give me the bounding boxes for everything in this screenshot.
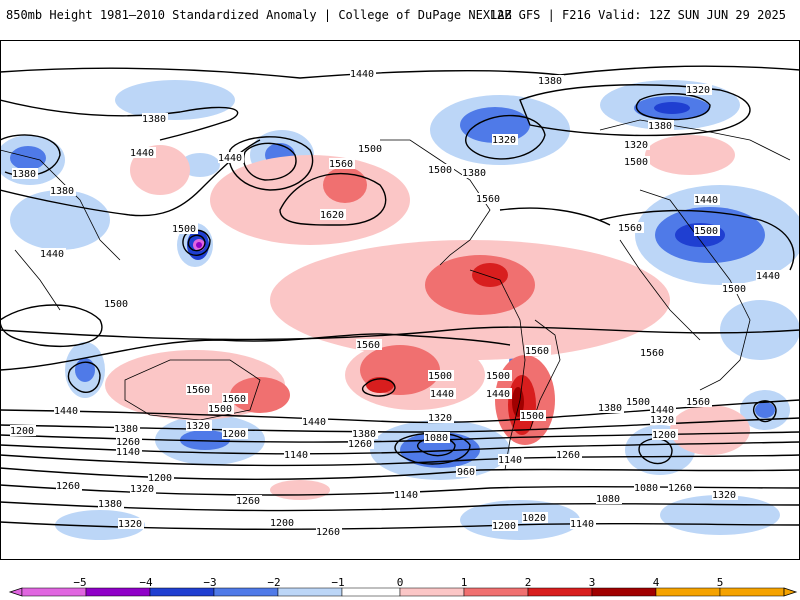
contour-label: 1440 — [54, 406, 78, 417]
colorbar-tick: −5 — [73, 576, 87, 589]
contour-label: 1320 — [712, 490, 736, 501]
contour-label: 1560 — [222, 394, 246, 405]
contour-label: 1200 — [222, 429, 246, 440]
contour-label: 1140 — [116, 447, 140, 458]
contour-label: 1620 — [320, 210, 344, 221]
contour-label: 1440 — [430, 389, 454, 400]
contour-label: 1380 — [114, 424, 138, 435]
contour-label: 1260 — [56, 481, 80, 492]
coastlines — [0, 119, 791, 471]
contour-label: 1320 — [650, 415, 674, 426]
contour-label: 1320 — [492, 135, 516, 146]
contour-label: 1440 — [486, 389, 510, 400]
contour-label: 1500 — [486, 371, 510, 382]
contour-label: 1200 — [652, 430, 676, 441]
colorbar-tick: −2 — [267, 576, 281, 589]
contour-label: 1200 — [270, 518, 294, 529]
contour-label: 1260 — [668, 483, 692, 494]
contour-label: 1440 — [756, 271, 780, 282]
header: 850mb Height 1981–2010 Standardized Anom… — [0, 0, 800, 30]
map-canvas: 1440 1380 1320 1380 1440 1380 1380 1440 … — [0, 40, 800, 560]
contour-label: 1500 — [624, 157, 648, 168]
contour-label: 1260 — [556, 450, 580, 461]
contour-label: 1200 — [10, 426, 34, 437]
contour-label: 1500 — [104, 299, 128, 310]
contour-label: 1260 — [116, 437, 140, 448]
contour-label: 1080 — [634, 483, 658, 494]
contour-label: 1380 — [648, 121, 672, 132]
contour-label: 1320 — [624, 140, 648, 151]
contour-label: 1500 — [208, 404, 232, 415]
contour-label: 1140 — [498, 455, 522, 466]
contour-label: 1140 — [284, 450, 308, 461]
contour-label: 1380 — [598, 403, 622, 414]
contour-label: 1380 — [352, 429, 376, 440]
contour-label: 1440 — [302, 417, 326, 428]
contour-label: 1440 — [218, 153, 242, 164]
anomaly-map: 1440 1380 1320 1380 1440 1380 1380 1440 … — [0, 40, 800, 560]
colorbar-tick: 2 — [524, 576, 532, 589]
model-valid-time: 12Z GFS | F216 Valid: 12Z SUN JUN 29 202… — [489, 8, 786, 22]
contour-label: 1500 — [172, 224, 196, 235]
colorbar-tick: 1 — [460, 576, 468, 589]
contour-label: 1440 — [650, 405, 674, 416]
contour-label: 1200 — [492, 521, 516, 532]
contour-label: 1380 — [12, 169, 36, 180]
contour-label: 1080 — [424, 433, 448, 444]
contour-label: 1440 — [130, 148, 154, 159]
colorbar-tick: 3 — [588, 576, 596, 589]
contour-label: 1560 — [329, 159, 353, 170]
contour-label: 1500 — [520, 411, 544, 422]
colorbar-tick: −1 — [331, 576, 345, 589]
contour-label: 1440 — [694, 195, 718, 206]
contour-label: 1260 — [316, 527, 340, 538]
contour-label: 1560 — [186, 385, 210, 396]
contour-label: 1560 — [686, 397, 710, 408]
contour-labels: 1440 1380 1320 1380 1440 1380 1380 1440 … — [10, 68, 782, 538]
contour-label: 1500 — [428, 165, 452, 176]
contour-label: 1380 — [462, 168, 486, 179]
contour-label: 1500 — [694, 226, 718, 237]
contour-label: 1080 — [596, 494, 620, 505]
contour-label: 1560 — [476, 194, 500, 205]
contour-label: 1260 — [236, 496, 260, 507]
colorbar-tick: −3 — [203, 576, 217, 589]
contour-label: 1140 — [394, 490, 418, 501]
contour-label: 1320 — [130, 484, 154, 495]
colorbar-tick: 4 — [652, 576, 660, 589]
contour-label: 1320 — [686, 85, 710, 96]
contour-label: 1200 — [148, 473, 172, 484]
colorbar-scale — [8, 587, 798, 597]
contour-label: 1380 — [142, 114, 166, 125]
contour-label: 1560 — [618, 223, 642, 234]
contour-label: 1560 — [525, 346, 549, 357]
contour-label: 1320 — [186, 421, 210, 432]
colorbar-tick: 5 — [716, 576, 724, 589]
colorbar-tick: 0 — [396, 576, 404, 589]
contour-label: 1020 — [522, 513, 546, 524]
contour-label: 960 — [457, 467, 475, 478]
contour-label: 1380 — [50, 186, 74, 197]
contour-label: 1560 — [356, 340, 380, 351]
contour-label: 1380 — [538, 76, 562, 87]
contour-label: 1560 — [640, 348, 664, 359]
contour-label: 1260 — [348, 439, 372, 450]
contour-label: 1320 — [428, 413, 452, 424]
colorbar: −5 −4 −3 −2 −1 0 1 2 3 4 5 — [0, 570, 800, 600]
anom-neg-northpac — [115, 80, 235, 120]
contour-label: 1500 — [428, 371, 452, 382]
contour-label: 1500 — [722, 284, 746, 295]
contour-label: 1320 — [118, 519, 142, 530]
colorbar-tick: −4 — [139, 576, 153, 589]
contour-label: 1140 — [570, 519, 594, 530]
contour-label: 1500 — [358, 144, 382, 155]
map-title: 850mb Height 1981–2010 Standardized Anom… — [6, 8, 512, 22]
contour-label: 1440 — [350, 69, 374, 80]
contour-label: 1500 — [626, 397, 650, 408]
contour-label: 1380 — [98, 499, 122, 510]
contour-label: 1440 — [40, 249, 64, 260]
